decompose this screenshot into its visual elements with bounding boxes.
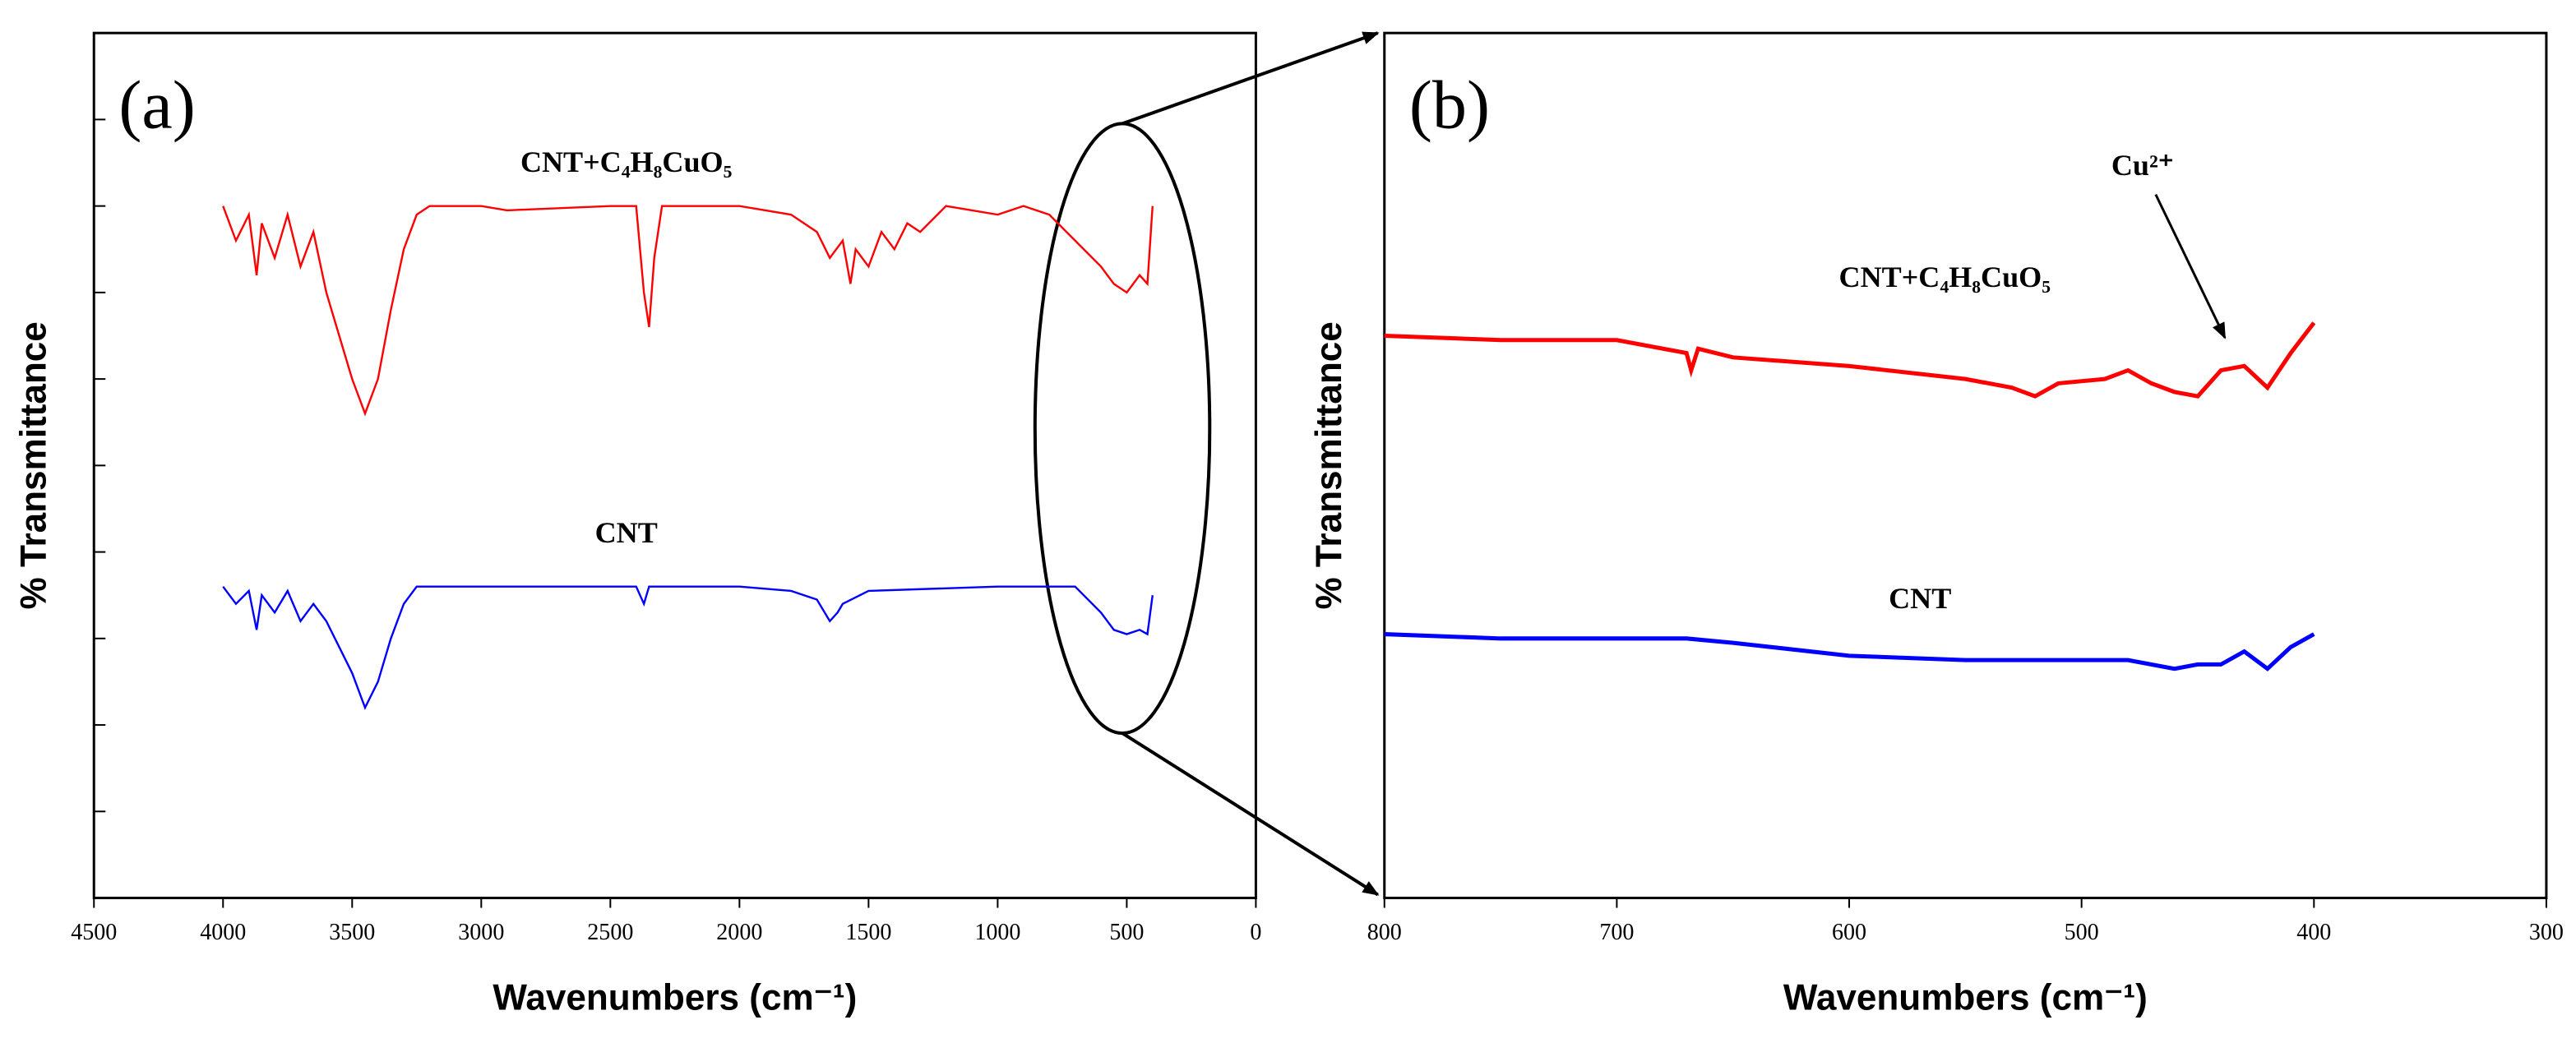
x-tick-label: 700: [1599, 920, 1634, 945]
x-tick-label: 3000: [458, 920, 504, 945]
y-axis-label: % Transmittance: [1309, 321, 1349, 609]
spectrum-line: [1384, 632, 2315, 671]
series-label: CNT: [595, 516, 658, 549]
plot-frame: [1383, 31, 2548, 900]
series-label: CNT+C₄H₈CuO₅: [1839, 261, 2051, 293]
spectrum-line: [222, 585, 1154, 711]
annotation: Cu²⁺: [2111, 149, 2174, 182]
y-axis-label: % Transmittance: [14, 321, 54, 609]
x-tick-label: 3500: [329, 920, 375, 945]
zoom-ellipse: [1033, 122, 1212, 736]
x-tick-label: 400: [2296, 920, 2331, 945]
x-tick-label: 300: [2529, 920, 2564, 945]
x-tick-label: 800: [1367, 920, 1402, 945]
x-tick-label: 1500: [845, 920, 891, 945]
x-tick-label: 2500: [587, 920, 633, 945]
x-tick-label: 500: [2065, 920, 2099, 945]
zoom-arrow: [1122, 31, 1380, 126]
x-axis-label: Wavenumbers (cm⁻¹): [1783, 977, 2148, 1018]
x-axis-label: Wavenumbers (cm⁻¹): [493, 977, 857, 1018]
panel-label: (a): [118, 67, 195, 144]
zoom-arrow: [1121, 731, 1380, 897]
series-label: CNT+C₄H₈CuO₅: [520, 145, 732, 178]
x-tick-label: 1000: [974, 920, 1020, 945]
x-tick-label: 2000: [716, 920, 762, 945]
x-tick-label: 600: [1832, 920, 1866, 945]
series-label: CNT: [1889, 582, 1951, 615]
x-tick-label: 4500: [71, 920, 117, 945]
spectrum-line: [1384, 321, 2316, 399]
x-tick-label: 4000: [200, 920, 246, 945]
x-tick-label: 0: [1250, 920, 1261, 945]
x-tick-label: 500: [1109, 920, 1144, 945]
spectrum-line: [222, 205, 1154, 417]
annotation-arrow: [2154, 193, 2227, 339]
panel-label: (b): [1409, 67, 1490, 144]
